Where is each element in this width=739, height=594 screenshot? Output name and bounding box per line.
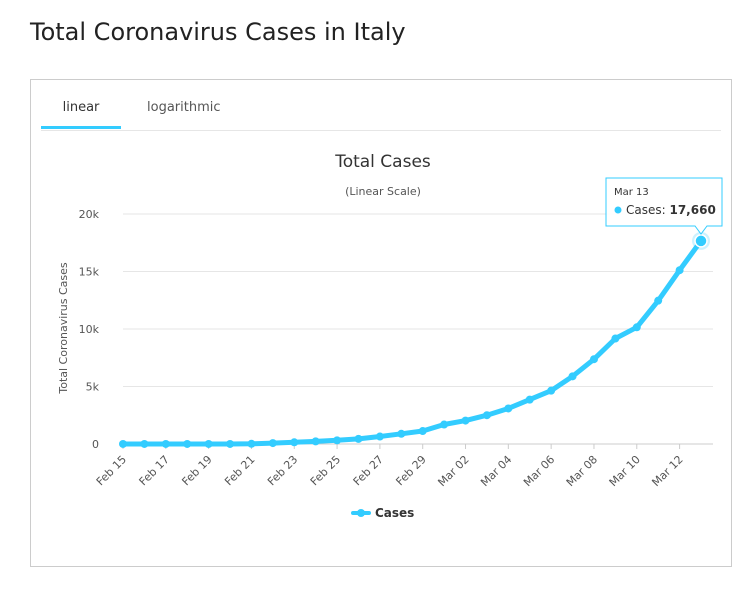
x-tick-label: Mar 02 xyxy=(435,453,471,489)
tooltip-series-label: Cases: xyxy=(626,203,669,217)
data-point xyxy=(247,439,256,448)
x-tick-label: Mar 06 xyxy=(521,453,557,489)
data-point xyxy=(161,439,170,448)
tooltip-value-line: Cases: 17,660 xyxy=(626,203,716,217)
x-tick-label: Mar 08 xyxy=(564,453,600,489)
chart-title: Total Cases xyxy=(334,152,431,172)
tooltip-date: Mar 13 xyxy=(614,187,649,198)
tooltip-marker xyxy=(614,206,622,214)
x-tick-label: Mar 04 xyxy=(478,453,514,489)
page-title: Total Coronavirus Cases in Italy xyxy=(30,18,406,46)
data-point xyxy=(461,416,470,425)
data-point xyxy=(119,439,127,448)
data-point xyxy=(482,411,491,420)
data-point xyxy=(547,386,556,395)
tab-linear[interactable]: linear xyxy=(62,100,100,115)
data-point xyxy=(375,432,384,441)
x-tick-label: Feb 15 xyxy=(94,453,129,488)
y-tick-label: 15k xyxy=(79,266,100,279)
chart-svg: Total Cases (Linear Scale) Total Coronav… xyxy=(57,152,723,520)
data-point-highlight xyxy=(694,234,708,248)
chart-subtitle: (Linear Scale) xyxy=(345,185,421,198)
data-point xyxy=(397,429,406,438)
y-tick-label: 20k xyxy=(79,208,100,221)
data-point xyxy=(183,439,192,448)
x-tick-label: Feb 27 xyxy=(351,453,386,488)
tab-logarithmic[interactable]: logarithmic xyxy=(147,100,221,115)
data-point xyxy=(226,439,235,448)
data-point xyxy=(354,434,363,443)
x-tick-label: Feb 23 xyxy=(265,453,300,488)
x-tick-label: Feb 17 xyxy=(137,453,172,488)
data-point xyxy=(140,439,149,448)
x-tick-label: Feb 25 xyxy=(308,453,343,488)
tooltip-box xyxy=(605,177,723,235)
y-tick-label: 5k xyxy=(86,381,100,394)
x-tick-label: Mar 12 xyxy=(649,453,685,489)
series-line-cases xyxy=(120,238,704,447)
chart-tabs: linear logarithmic xyxy=(41,94,721,131)
data-point xyxy=(268,439,277,448)
x-tick-label: Feb 29 xyxy=(393,453,428,488)
tooltip-value: 17,660 xyxy=(669,203,715,217)
data-point xyxy=(311,437,320,446)
data-point xyxy=(589,355,598,364)
data-point xyxy=(632,323,641,332)
data-point xyxy=(654,296,663,305)
data-point xyxy=(675,266,684,275)
chart-panel: linear logarithmic Total Cases (Linear S… xyxy=(30,79,732,567)
legend-label-cases[interactable]: Cases xyxy=(375,506,414,520)
x-tick-label: Feb 21 xyxy=(222,453,257,488)
data-point xyxy=(290,438,299,447)
y-tick-label: 10k xyxy=(79,323,100,336)
x-tick-label: Mar 10 xyxy=(607,453,643,489)
data-point xyxy=(568,372,577,381)
data-point xyxy=(504,404,513,413)
active-tab-indicator xyxy=(41,126,121,129)
legend-marker xyxy=(357,509,365,517)
y-axis-label: Total Coronavirus Cases xyxy=(57,262,70,395)
data-point xyxy=(611,334,620,343)
y-tick-label: 0 xyxy=(92,438,99,451)
data-point xyxy=(418,427,427,436)
data-point xyxy=(204,439,213,448)
data-point xyxy=(333,436,342,445)
x-tick-label: Feb 19 xyxy=(179,453,214,488)
data-point xyxy=(525,395,534,404)
data-point xyxy=(440,420,449,429)
